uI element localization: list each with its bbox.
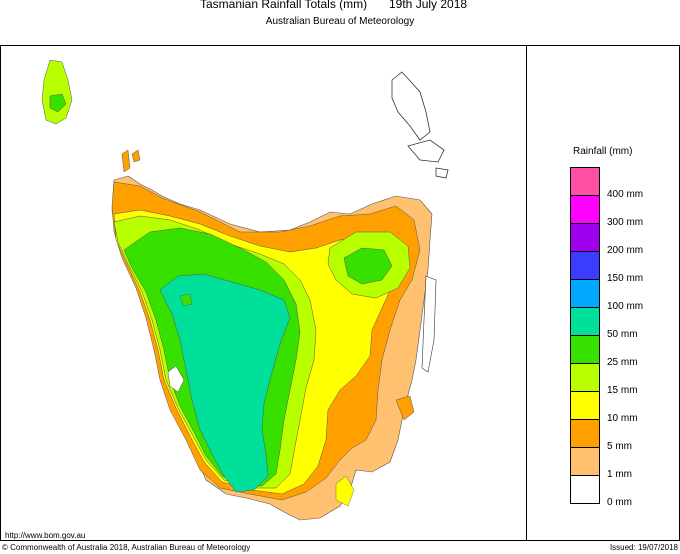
flinders-island — [391, 71, 431, 141]
legend-label: 200 mm — [607, 245, 644, 256]
footer-issued: Issued: 19/07/2018 — [609, 543, 678, 552]
clarke-island — [435, 167, 449, 179]
tasman-peninsula — [395, 395, 415, 421]
tasmania-rainfall-map — [41, 59, 449, 521]
legend-label: 15 mm — [607, 385, 638, 396]
macquarie-harbour — [167, 365, 185, 393]
legend-swatch — [571, 448, 599, 476]
legend-label: 1 mm — [607, 469, 632, 480]
legend-label: 10 mm — [607, 413, 638, 424]
legend-color-scale — [570, 167, 600, 504]
east-coast-patch — [335, 475, 355, 507]
legend-swatch — [571, 336, 599, 364]
legend-swatch — [571, 224, 599, 252]
robbins-island — [131, 149, 141, 163]
legend-swatch — [571, 476, 599, 503]
legend-panel: Rainfall (mm) 400 mm 300 mm 200 mm 150 mm 10… — [527, 45, 680, 541]
legend-swatch — [571, 364, 599, 392]
legend-swatch — [571, 420, 599, 448]
legend-label: 50 mm — [607, 329, 638, 340]
hunter-island — [121, 149, 131, 173]
legend-swatch — [571, 252, 599, 280]
legend-swatch — [571, 196, 599, 224]
legend-title: Rainfall (mm) — [573, 146, 633, 157]
legend-label: 0 mm — [607, 497, 632, 508]
legend-label: 400 mm — [607, 189, 644, 200]
footer-copyright: © Commonwealth of Australia 2018, Austra… — [2, 543, 251, 552]
legend-label: 300 mm — [607, 217, 644, 228]
legend-label: 25 mm — [607, 357, 638, 368]
legend-label: 150 mm — [607, 273, 644, 284]
legend-label: 5 mm — [607, 441, 632, 452]
king-island — [41, 59, 73, 125]
legend-swatch — [571, 392, 599, 420]
maria-island — [421, 275, 437, 373]
legend-label: 100 mm — [607, 301, 644, 312]
footer-url: http://www.bom.gov.au — [5, 531, 86, 540]
legend-swatch — [571, 280, 599, 308]
cape-barren-island — [407, 139, 445, 163]
title-date: 19th July 2018 — [389, 0, 468, 11]
title-text: Tasmanian Rainfall Totals (mm) — [200, 0, 368, 11]
map-subtitle: Australian Bureau of Meteorology — [265, 16, 415, 27]
legend-swatch — [571, 308, 599, 336]
king-island-core — [49, 93, 67, 113]
lake-patch — [179, 293, 193, 307]
legend-swatch — [571, 168, 599, 196]
zone-50mm — [159, 273, 291, 493]
zone-25mm-ne — [343, 247, 393, 285]
